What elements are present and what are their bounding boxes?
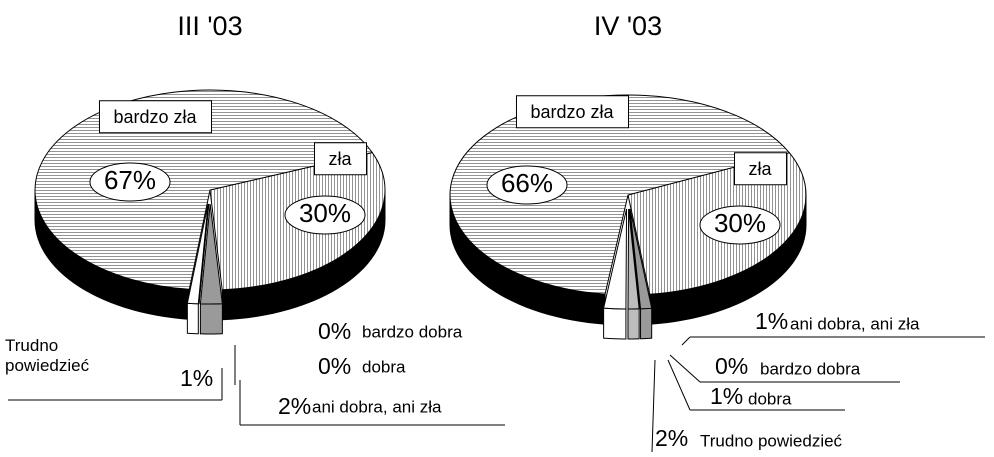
value-ellipse <box>284 195 366 235</box>
value-label: 2% <box>278 393 311 419</box>
pie-slice <box>449 94 791 295</box>
pie-slice <box>198 203 210 304</box>
chart-title: IV '03 <box>594 11 662 41</box>
pie-slice <box>602 208 628 310</box>
value-label: 67% <box>104 165 156 195</box>
value-label: 30% <box>299 198 351 228</box>
category-label: dobra <box>748 389 792 408</box>
pie-slice-side <box>186 302 199 335</box>
chart-title: III '03 <box>177 11 242 41</box>
value-ellipse <box>486 165 568 205</box>
value-label: 1% <box>180 365 213 391</box>
value-ellipse <box>89 162 171 202</box>
value-label: 0% <box>318 353 351 379</box>
category-label: zła <box>328 149 352 169</box>
pie-slice-side <box>640 307 653 340</box>
pie-slice <box>628 208 641 309</box>
pie-slice-side <box>199 303 223 335</box>
category-label: ani dobra, ani zła <box>312 397 442 416</box>
value-label: 0% <box>715 353 748 379</box>
pie-slice <box>34 89 374 290</box>
leader-line <box>651 359 656 453</box>
label-box <box>98 100 213 134</box>
value-ellipse <box>699 205 781 245</box>
category-label: bardzo dobra <box>362 322 463 341</box>
pie-slice <box>199 203 223 305</box>
pie-slice-side <box>603 307 627 340</box>
label-box <box>313 142 367 176</box>
category-label: Trudno powiedzieć <box>5 336 90 375</box>
value-label: 0% <box>318 318 351 344</box>
leader-line <box>667 359 691 411</box>
category-label: dobra <box>362 357 406 376</box>
category-label: bardzo zła <box>530 102 614 122</box>
label-box <box>733 152 787 186</box>
category-label: Trudno powiedzieć <box>700 431 843 450</box>
value-label: 1% <box>755 308 788 334</box>
pie-slice-side <box>627 308 640 340</box>
category-label: bardzo zła <box>113 107 197 127</box>
label-box <box>515 95 630 129</box>
value-label: 30% <box>714 208 766 238</box>
value-label: 2% <box>655 425 688 451</box>
category-label: bardzo dobra <box>760 359 861 378</box>
value-label: 66% <box>501 168 553 198</box>
leader-line <box>681 336 691 346</box>
value-label: 1% <box>710 383 743 409</box>
pie-slice <box>186 203 209 305</box>
pie-slice <box>629 208 653 310</box>
category-label: ani dobra, ani zła <box>790 314 920 333</box>
leader-line <box>669 354 701 383</box>
pie-slice <box>627 208 640 310</box>
category-label: zła <box>748 159 772 179</box>
